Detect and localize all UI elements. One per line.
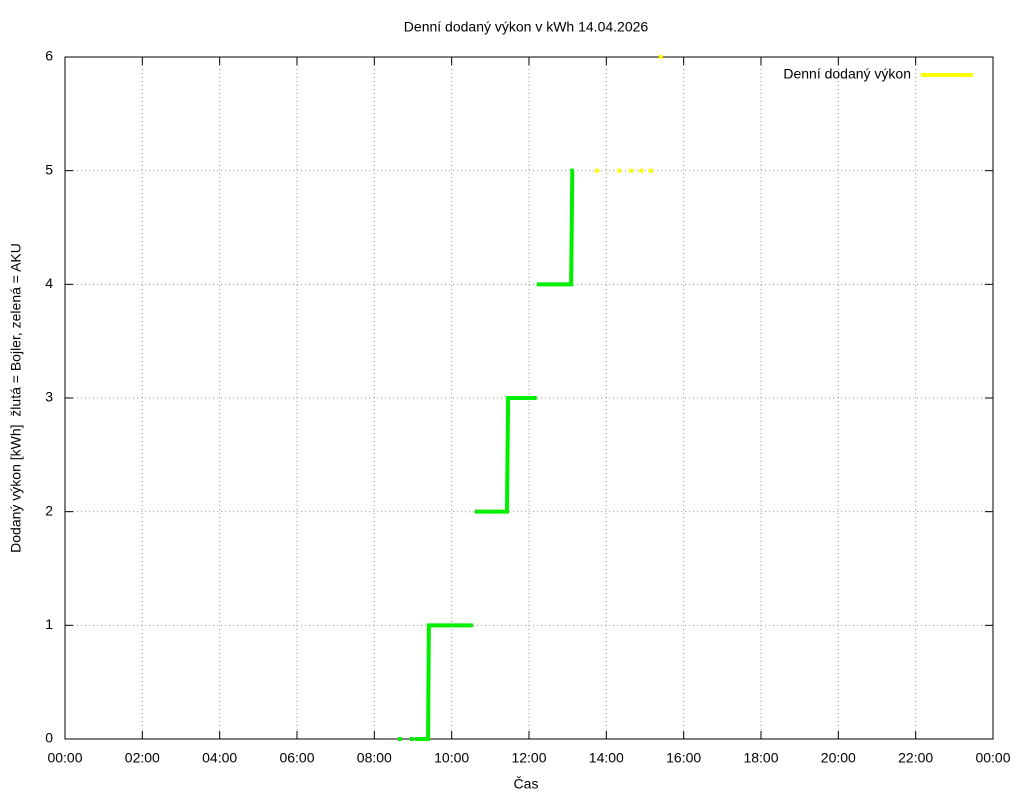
x-tick-label: 00:00 — [47, 750, 82, 766]
plot-frame — [64, 56, 994, 740]
legend-label: Denní dodaný výkon — [783, 66, 911, 82]
y-tick-label: 0 — [45, 730, 53, 746]
x-tick-label: 14:00 — [589, 750, 624, 766]
data-point — [595, 168, 600, 173]
x-tick-label: 06:00 — [279, 750, 314, 766]
data-line — [474, 396, 537, 514]
x-tick-label: 08:00 — [357, 750, 392, 766]
data-point — [397, 737, 402, 741]
x-tick-label: 16:00 — [666, 750, 701, 766]
y-tick-label: 4 — [45, 275, 53, 291]
y-tick-label: 1 — [45, 616, 53, 632]
x-tick-label: 02:00 — [125, 750, 160, 766]
x-tick-label: 20:00 — [821, 750, 856, 766]
y-tick-label: 2 — [45, 502, 53, 518]
y-tick-label: 6 — [45, 48, 53, 64]
data-point — [617, 168, 622, 173]
x-tick-label: 18:00 — [743, 750, 778, 766]
x-tick-label: 04:00 — [202, 750, 237, 766]
data-point — [648, 168, 653, 173]
x-tick-label: 12:00 — [511, 750, 546, 766]
x-tick-label: 22:00 — [898, 750, 933, 766]
x-axis-label: Čas — [514, 776, 539, 792]
data-point — [409, 737, 414, 741]
x-tick-label: 00:00 — [975, 750, 1010, 766]
data-line — [536, 168, 575, 287]
y-axis-label: Dodaný výkon [kWh] žlutá = Bojler, zelen… — [8, 243, 24, 553]
y-tick-label: 5 — [45, 161, 53, 177]
data-line — [414, 623, 473, 741]
data-point — [629, 168, 634, 173]
chart-title: Denní dodaný výkon v kWh 14.04.2026 — [404, 19, 649, 35]
data-point — [639, 168, 644, 173]
data-point — [658, 55, 663, 59]
x-tick-label: 10:00 — [434, 750, 469, 766]
y-tick-label: 3 — [45, 389, 53, 405]
